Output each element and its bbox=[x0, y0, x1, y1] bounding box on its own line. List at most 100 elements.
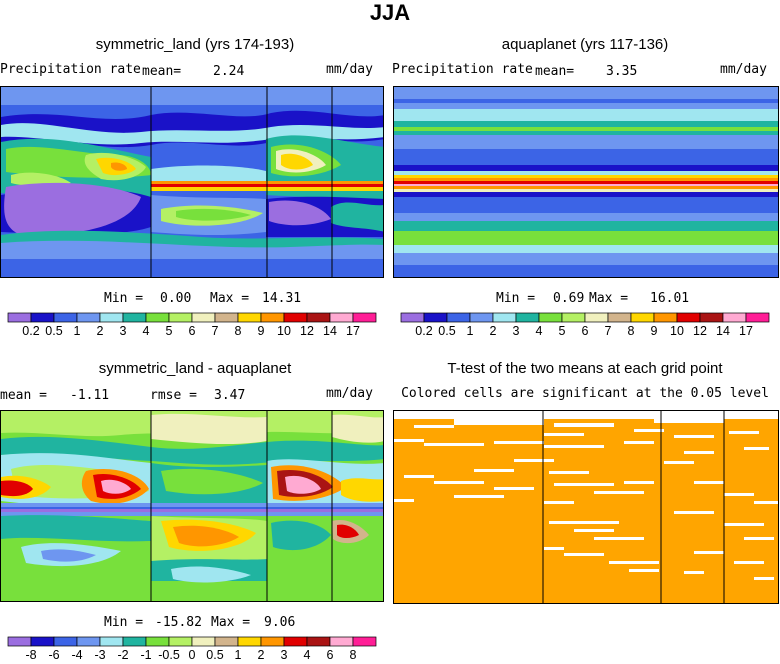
colorbar-swatch bbox=[446, 312, 471, 323]
colorbar-swatch bbox=[515, 312, 540, 323]
map-aquaplanet bbox=[393, 86, 779, 278]
colorbar-tick-label: 9 bbox=[257, 324, 265, 338]
field-label: Precipitation rate bbox=[392, 62, 533, 77]
colorbar-tick-label: -1 bbox=[140, 648, 152, 662]
mean-label: mean = bbox=[0, 388, 47, 403]
min-value: 0.69 bbox=[553, 291, 585, 306]
colorbar-precip-left bbox=[7, 312, 377, 328]
colorbar-swatch bbox=[469, 312, 494, 323]
mean-label: mean= bbox=[535, 64, 575, 79]
panel-title-ttest: T-test of the two means at each grid poi… bbox=[447, 360, 723, 377]
colorbar-swatch bbox=[329, 636, 354, 647]
colorbar-swatch bbox=[423, 312, 448, 323]
colorbar-swatch bbox=[76, 636, 101, 647]
colorbar-swatch bbox=[745, 312, 770, 323]
mean-value: -1.11 bbox=[70, 388, 110, 403]
colorbar-tick-label: 6 bbox=[581, 324, 589, 338]
max-label: Max = bbox=[210, 291, 250, 306]
min-label: Min = bbox=[104, 291, 144, 306]
colorbar-swatch bbox=[329, 312, 354, 323]
colorbar-tick-label: 8 bbox=[627, 324, 635, 338]
colorbar-labels: 0.2 0.5 1 2 3 4 5 6 7 8 9 10 12 14 17 bbox=[8, 324, 376, 340]
not-significant-cells bbox=[394, 411, 778, 580]
max-value: 14.31 bbox=[262, 291, 302, 306]
colorbar-tick-label: 2 bbox=[257, 648, 265, 662]
colorbar-tick-label: 17 bbox=[739, 324, 753, 338]
rmse-label: rmse = bbox=[150, 388, 197, 403]
colorbar-swatch bbox=[561, 312, 586, 323]
colorbar-swatch bbox=[676, 312, 701, 323]
min-value: 0.00 bbox=[160, 291, 192, 306]
colorbar-swatch bbox=[352, 312, 377, 323]
colorbar-swatch bbox=[168, 312, 193, 323]
colorbar-swatch bbox=[699, 312, 724, 323]
colorbar-tick-label: 7 bbox=[604, 324, 612, 338]
colorbar-swatch bbox=[191, 312, 216, 323]
colorbar-tick-label: -8 bbox=[25, 648, 37, 662]
max-value: 16.01 bbox=[650, 291, 690, 306]
colorbar-tick-label: 4 bbox=[303, 648, 311, 662]
colorbar-tick-label: 12 bbox=[693, 324, 707, 338]
colorbar-tick-label: 14 bbox=[323, 324, 337, 338]
colorbar-tick-label: 0.2 bbox=[22, 324, 40, 338]
colorbar-swatch bbox=[53, 312, 78, 323]
colorbar-tick-label: -0.5 bbox=[158, 648, 180, 662]
colorbar-swatch bbox=[722, 312, 747, 323]
colorbar-swatch bbox=[283, 636, 308, 647]
mean-value: 3.35 bbox=[606, 64, 638, 79]
panel-subtitle-ttest: Colored cells are significant at the 0.0… bbox=[401, 386, 769, 401]
max-label: Max = bbox=[589, 291, 629, 306]
colorbar-tick-label: 1 bbox=[234, 648, 242, 662]
significant-region bbox=[394, 411, 778, 603]
colorbar-swatch bbox=[122, 312, 147, 323]
colorbar-tick-label: 2 bbox=[96, 324, 104, 338]
colorbar-swatch bbox=[260, 312, 285, 323]
colorbar-swatch bbox=[76, 312, 101, 323]
colorbar-tick-label: 0.5 bbox=[206, 648, 224, 662]
colorbar-swatch bbox=[122, 636, 147, 647]
colorbar-swatch bbox=[306, 636, 331, 647]
colorbar-tick-label: 4 bbox=[535, 324, 543, 338]
colorbar-tick-label: 5 bbox=[165, 324, 173, 338]
colorbar-swatch bbox=[7, 636, 32, 647]
colorbar-tick-label: 10 bbox=[670, 324, 684, 338]
colorbar-swatch bbox=[492, 312, 517, 323]
colorbar-tick-label: 6 bbox=[326, 648, 334, 662]
colorbar-tick-label: 5 bbox=[558, 324, 566, 338]
min-value: -15.82 bbox=[155, 615, 202, 630]
colorbar-precip-right bbox=[400, 312, 770, 328]
colorbar-tick-label: 8 bbox=[349, 648, 357, 662]
colorbar-swatch bbox=[352, 636, 377, 647]
colorbar-swatch bbox=[538, 312, 563, 323]
colorbar-swatch bbox=[168, 636, 193, 647]
colorbar-swatch bbox=[99, 636, 124, 647]
colorbar-tick-label: 0.5 bbox=[438, 324, 456, 338]
colorbar-swatch bbox=[237, 636, 262, 647]
colorbar-tick-label: 6 bbox=[188, 324, 196, 338]
colorbar-swatch bbox=[607, 312, 632, 323]
colorbar-swatch bbox=[653, 312, 678, 323]
map-difference bbox=[0, 410, 384, 602]
colorbar-tick-label: 0.2 bbox=[415, 324, 433, 338]
colorbar-diff bbox=[7, 636, 377, 652]
min-label: Min = bbox=[496, 291, 536, 306]
units-label: mm/day bbox=[326, 386, 373, 401]
colorbar-swatch bbox=[260, 636, 285, 647]
colorbar-tick-label: -4 bbox=[71, 648, 83, 662]
colorbar-swatch bbox=[214, 636, 239, 647]
colorbar-swatch bbox=[283, 312, 308, 323]
figure-title: JJA bbox=[369, 0, 411, 25]
colorbar-swatch bbox=[237, 312, 262, 323]
colorbar-tick-label: -6 bbox=[48, 648, 60, 662]
colorbar-tick-label: 1 bbox=[73, 324, 81, 338]
colorbar-tick-label: 14 bbox=[716, 324, 730, 338]
panel-title-aquaplanet: aquaplanet (yrs 117-136) bbox=[501, 36, 669, 53]
colorbar-tick-label: 3 bbox=[512, 324, 520, 338]
colorbar-tick-label: 17 bbox=[346, 324, 360, 338]
units-label: mm/day bbox=[720, 62, 767, 77]
colorbar-tick-label: 3 bbox=[119, 324, 127, 338]
mean-value: 2.24 bbox=[213, 64, 245, 79]
colorbar-tick-label: 1 bbox=[466, 324, 474, 338]
max-label: Max = bbox=[211, 615, 251, 630]
mean-label: mean= bbox=[142, 64, 182, 79]
